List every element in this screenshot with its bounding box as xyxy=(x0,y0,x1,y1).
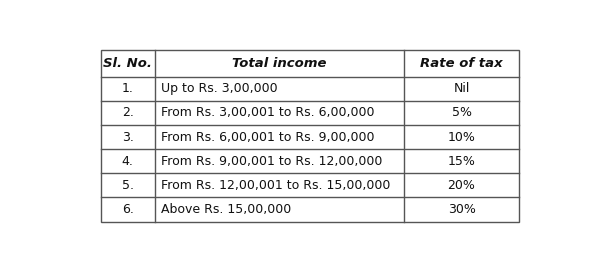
Text: 10%: 10% xyxy=(448,131,475,144)
Text: 3.: 3. xyxy=(122,131,134,144)
Text: Up to Rs. 3,00,000: Up to Rs. 3,00,000 xyxy=(161,82,278,95)
Text: From Rs. 3,00,001 to Rs. 6,00,000: From Rs. 3,00,001 to Rs. 6,00,000 xyxy=(161,107,374,120)
Text: 1.: 1. xyxy=(122,82,134,95)
Text: 30%: 30% xyxy=(448,203,475,216)
Text: 2.: 2. xyxy=(122,107,134,120)
Text: From Rs. 9,00,001 to Rs. 12,00,000: From Rs. 9,00,001 to Rs. 12,00,000 xyxy=(161,155,382,168)
Text: 5%: 5% xyxy=(452,107,472,120)
Text: 20%: 20% xyxy=(448,179,475,192)
Text: 4.: 4. xyxy=(122,155,134,168)
Text: From Rs. 6,00,001 to Rs. 9,00,000: From Rs. 6,00,001 to Rs. 9,00,000 xyxy=(161,131,374,144)
Text: 15%: 15% xyxy=(448,155,475,168)
Text: Above Rs. 15,00,000: Above Rs. 15,00,000 xyxy=(161,203,291,216)
Text: Total income: Total income xyxy=(232,57,327,70)
Text: 6.: 6. xyxy=(122,203,134,216)
Text: Sl. No.: Sl. No. xyxy=(103,57,152,70)
Text: Nil: Nil xyxy=(454,82,470,95)
Text: Rate of tax: Rate of tax xyxy=(420,57,503,70)
Text: From Rs. 12,00,001 to Rs. 15,00,000: From Rs. 12,00,001 to Rs. 15,00,000 xyxy=(161,179,391,192)
Text: 5.: 5. xyxy=(122,179,134,192)
